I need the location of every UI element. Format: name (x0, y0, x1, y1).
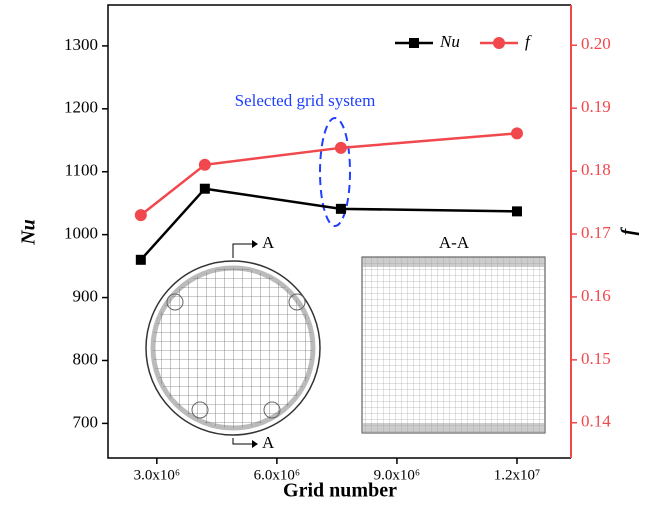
y-axis-title: Nu (18, 219, 40, 246)
marker (336, 204, 346, 214)
marker (136, 255, 146, 265)
marker (335, 142, 347, 154)
inset-section (362, 257, 545, 433)
legend-label: Nu (439, 32, 460, 51)
y2-tick-label: 0.19 (581, 97, 611, 116)
y-tick-label: 900 (73, 286, 99, 305)
y2-tick-label: 0.17 (581, 223, 611, 242)
inset-label: A-A (439, 233, 470, 252)
x-tick-label: 3.0x10⁶ (134, 467, 180, 483)
marker (135, 209, 147, 221)
x-tick-label: 9.0x10⁶ (374, 467, 420, 483)
x-tick-label: 1.2x10⁷ (494, 467, 540, 483)
legend-marker (493, 37, 505, 49)
annotation: Selected grid system (235, 91, 376, 110)
y-tick-label: 800 (73, 349, 99, 368)
marker (511, 127, 523, 139)
legend-label: f (525, 32, 532, 51)
legend-marker (409, 38, 419, 48)
y-tick-label: 1000 (64, 224, 98, 243)
y2-tick-label: 0.15 (581, 349, 611, 368)
y2-tick-label: 0.14 (581, 412, 611, 431)
marker (512, 206, 522, 216)
series-line (141, 133, 517, 215)
y2-tick-label: 0.18 (581, 160, 611, 179)
y2-tick-label: 0.16 (581, 286, 611, 305)
inset-label: A (262, 233, 275, 252)
marker (200, 184, 210, 194)
y-tick-label: 1100 (65, 161, 98, 180)
y-tick-label: 1200 (64, 98, 98, 117)
inset-circle (146, 240, 320, 448)
chart: A A A-A Selected grid system Grid number… (0, 0, 648, 505)
inset-label: A (262, 433, 275, 452)
y2-axis-title: f (618, 226, 640, 235)
x-tick-label: 6.0x10⁶ (254, 467, 300, 483)
y-tick-label: 700 (73, 412, 99, 431)
marker (199, 159, 211, 171)
y-tick-label: 1300 (64, 35, 98, 54)
y2-tick-label: 0.20 (581, 34, 611, 53)
